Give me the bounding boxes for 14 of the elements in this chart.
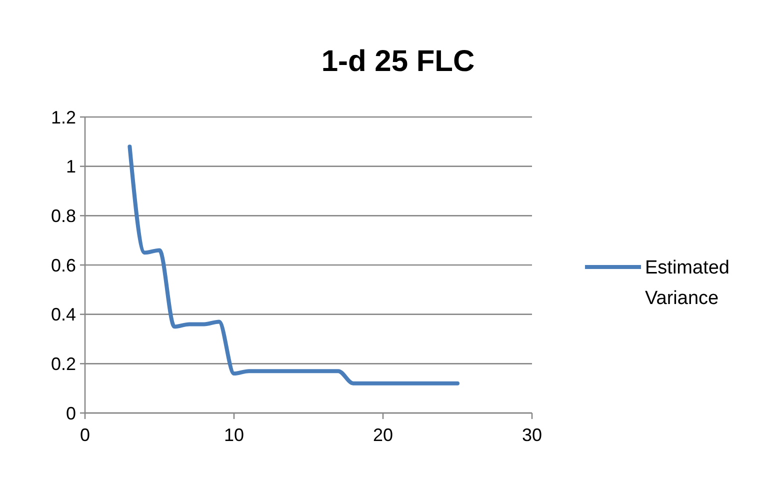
y-tick-label: 1.2	[50, 107, 76, 128]
y-tick-label: 0	[66, 403, 76, 424]
x-tick-label: 10	[224, 425, 244, 445]
y-tick-label: 0.2	[50, 354, 76, 374]
y-tick-label: 0.6	[50, 255, 76, 276]
x-tick-label: 30	[522, 425, 542, 445]
y-tick-label: 0.8	[50, 206, 76, 226]
line-series	[128, 144, 460, 386]
chart-title: 1-d 25 FLC	[321, 45, 475, 78]
y-tick-label: 1	[66, 156, 76, 177]
legend-label: Estimated Variance	[645, 258, 730, 310]
y-tick-label: 0.4	[50, 304, 76, 325]
x-tick-label: 20	[372, 425, 394, 445]
x-tick-label: 0	[80, 425, 90, 445]
